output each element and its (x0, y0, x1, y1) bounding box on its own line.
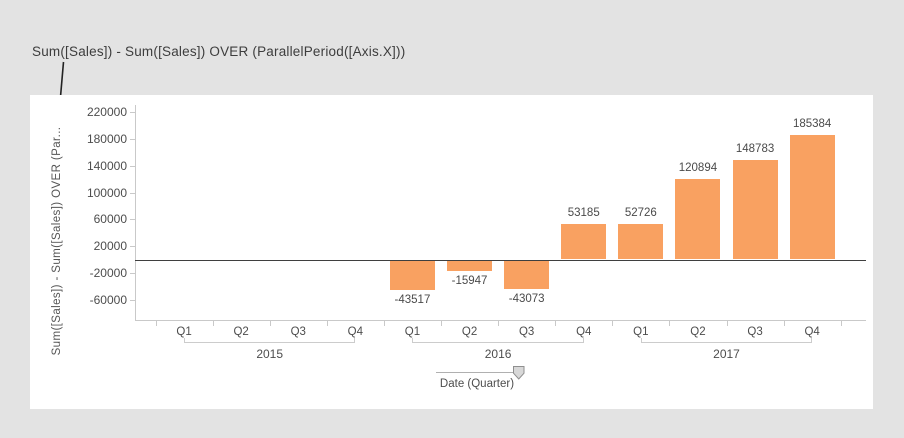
bar-2017-Q3[interactable] (732, 159, 778, 260)
x-axis-baseline (135, 320, 866, 321)
year-group-bracket (184, 338, 356, 343)
quarter-tick-label: Q4 (804, 326, 820, 338)
bar-value-label: 120894 (678, 161, 718, 174)
year-group-bracket (412, 338, 584, 343)
y-axis-tick-label: 100000 (86, 185, 127, 200)
bar-2016-Q3[interactable] (504, 260, 550, 290)
expression-annotation-text: Sum([Sales]) - Sum([Sales]) OVER (Parall… (32, 44, 406, 59)
quarter-tick-label: Q2 (233, 326, 249, 338)
x-axis-tick (726, 320, 728, 326)
x-axis-tick (669, 320, 671, 326)
year-tick-label: 2016 (484, 347, 512, 361)
quarter-tick-label: Q1 (404, 326, 421, 338)
bar-value-label: 185384 (792, 118, 832, 131)
year-group-bracket (640, 338, 813, 343)
y-axis-tick (130, 246, 135, 248)
bar-value-label: 53185 (567, 206, 600, 219)
bar-2017-Q4[interactable] (789, 135, 835, 260)
quarter-tick-label: Q2 (461, 326, 478, 338)
x-axis-tick (155, 320, 157, 326)
x-axis-tick (840, 320, 842, 326)
x-axis-tick (555, 320, 557, 326)
bar-2016-Q2[interactable] (447, 260, 493, 272)
quarter-tick-label: Q2 (690, 326, 706, 338)
bar-value-label: -43517 (394, 293, 431, 306)
bar-value-label: -43073 (508, 293, 545, 306)
bar-value-label: 148783 (735, 142, 775, 155)
x-axis-tick (383, 320, 385, 326)
y-axis-tick (130, 272, 135, 274)
quarter-tick-label: Q4 (347, 326, 364, 338)
bar-value-label: 52726 (624, 207, 657, 220)
bar-2016-Q1[interactable] (389, 260, 435, 290)
zero-value-line (135, 260, 866, 261)
y-axis-tick (130, 299, 135, 301)
y-axis-tick-label: -60000 (89, 292, 127, 307)
year-tick-label: 2015 (256, 347, 284, 361)
x-axis-selector-label[interactable]: Date (Quarter) (439, 378, 515, 390)
bar-2016-Q4[interactable] (561, 223, 607, 260)
y-axis-tick-label: 220000 (86, 105, 127, 120)
quarter-tick-label: Q3 (747, 326, 763, 338)
y-axis-tick-label: 180000 (86, 131, 127, 146)
x-axis-tick (269, 320, 271, 326)
quarter-tick-label: Q1 (176, 326, 192, 338)
y-axis-tick (130, 219, 135, 221)
quarter-tick-label: Q3 (290, 326, 306, 338)
y-axis-tick-label: -20000 (89, 265, 127, 280)
year-tick-label: 2017 (713, 347, 740, 361)
x-axis-tick (612, 320, 614, 326)
bar-2017-Q2[interactable] (675, 178, 721, 260)
quarter-tick-label: Q3 (518, 326, 535, 338)
bar-chart-panel: Sum([Sales]) - Sum([Sales]) OVER (Par...… (30, 95, 873, 409)
x-axis-tick (212, 320, 214, 326)
quarter-tick-label: Q4 (576, 326, 592, 338)
x-axis-tick (783, 320, 785, 326)
y-axis-tick-label: 60000 (93, 212, 127, 227)
y-axis-line (135, 105, 136, 320)
bar-2017-Q1[interactable] (618, 224, 664, 260)
quarter-tick-label: Q1 (633, 326, 649, 338)
y-axis-tick-label: 20000 (93, 239, 127, 254)
y-axis-tick (130, 138, 135, 140)
x-axis-tick (498, 320, 500, 326)
y-axis-tick (130, 112, 135, 114)
y-axis-tick-label: 140000 (86, 158, 127, 173)
x-axis-tick (326, 320, 328, 326)
x-axis-slider-track[interactable] (436, 372, 514, 373)
x-axis-tick (441, 320, 442, 326)
bar-value-label: -15947 (451, 275, 488, 288)
y-axis-tick (130, 165, 135, 167)
x-axis-slider-handle-icon[interactable] (513, 366, 525, 380)
y-axis-tick (130, 192, 135, 194)
